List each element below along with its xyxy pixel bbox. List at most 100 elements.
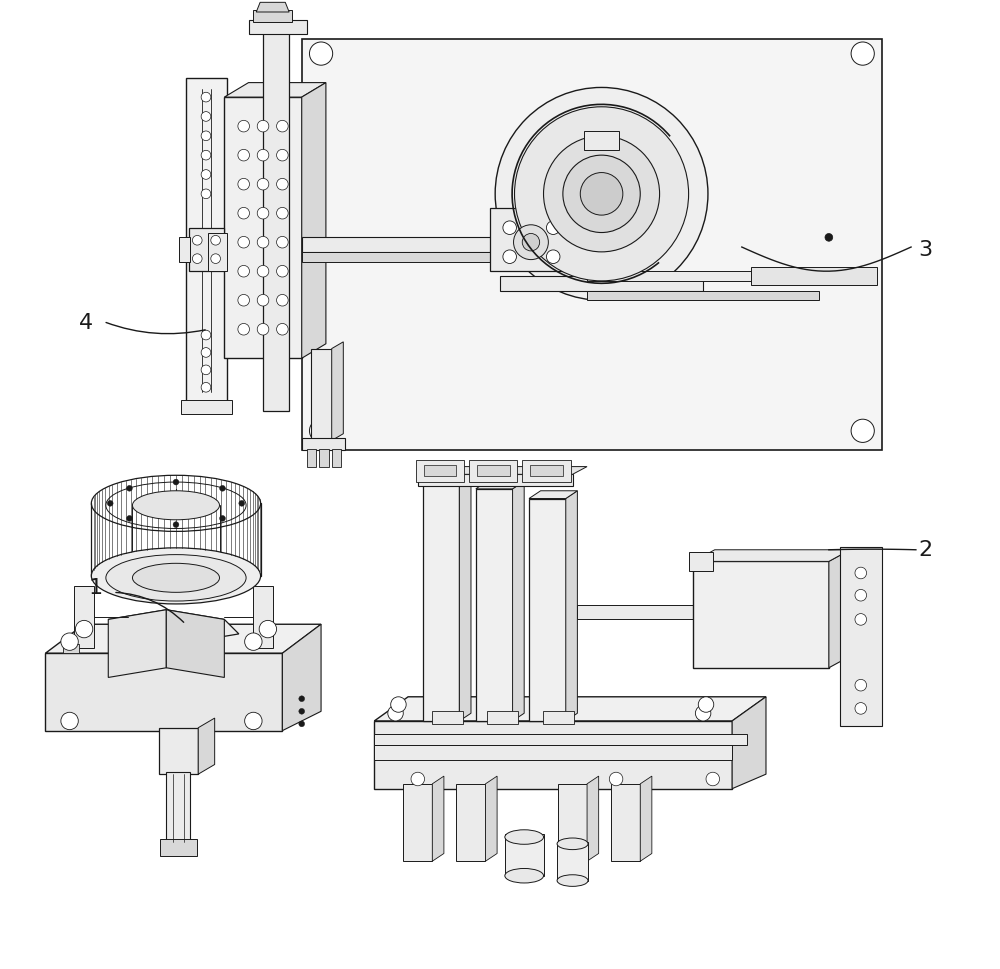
Circle shape — [107, 501, 113, 507]
Polygon shape — [332, 450, 341, 467]
Polygon shape — [374, 734, 747, 745]
Circle shape — [546, 222, 560, 235]
Circle shape — [257, 237, 269, 249]
Circle shape — [257, 150, 269, 162]
Polygon shape — [423, 480, 459, 721]
Polygon shape — [530, 465, 563, 477]
Circle shape — [855, 568, 867, 579]
Circle shape — [299, 696, 305, 702]
Circle shape — [563, 156, 640, 234]
Circle shape — [309, 43, 333, 66]
Polygon shape — [45, 653, 282, 731]
Circle shape — [855, 679, 867, 691]
Polygon shape — [587, 292, 819, 301]
Ellipse shape — [557, 875, 588, 887]
Polygon shape — [611, 784, 640, 861]
Polygon shape — [485, 776, 497, 861]
Circle shape — [192, 236, 202, 246]
Polygon shape — [513, 482, 524, 721]
Ellipse shape — [505, 829, 544, 844]
Circle shape — [211, 255, 220, 265]
Circle shape — [299, 708, 305, 714]
Polygon shape — [63, 644, 79, 653]
Polygon shape — [263, 25, 289, 412]
Circle shape — [245, 712, 262, 730]
Circle shape — [173, 522, 179, 528]
Polygon shape — [543, 711, 574, 724]
Polygon shape — [224, 98, 302, 359]
Polygon shape — [529, 499, 566, 721]
Circle shape — [238, 266, 249, 278]
Ellipse shape — [106, 555, 246, 602]
Circle shape — [609, 772, 623, 786]
Polygon shape — [160, 839, 197, 857]
Polygon shape — [584, 132, 619, 151]
Polygon shape — [253, 586, 273, 649]
Polygon shape — [477, 465, 510, 477]
Circle shape — [503, 251, 516, 265]
Polygon shape — [249, 20, 307, 35]
Polygon shape — [319, 450, 329, 467]
Circle shape — [257, 208, 269, 220]
Circle shape — [257, 121, 269, 133]
Circle shape — [851, 43, 874, 66]
Polygon shape — [500, 277, 703, 292]
Circle shape — [75, 621, 93, 639]
Polygon shape — [693, 598, 708, 620]
Polygon shape — [587, 776, 599, 861]
Polygon shape — [166, 772, 190, 842]
Polygon shape — [311, 349, 332, 441]
Polygon shape — [487, 711, 518, 724]
Circle shape — [391, 697, 406, 712]
Circle shape — [698, 697, 714, 712]
Circle shape — [277, 179, 288, 191]
Circle shape — [127, 485, 132, 491]
Text: 1: 1 — [89, 578, 103, 598]
Circle shape — [257, 179, 269, 191]
Circle shape — [388, 705, 403, 721]
Polygon shape — [256, 3, 289, 13]
Polygon shape — [302, 253, 500, 263]
Circle shape — [503, 222, 516, 235]
Polygon shape — [459, 472, 471, 721]
Polygon shape — [307, 450, 316, 467]
Circle shape — [61, 712, 78, 730]
Polygon shape — [159, 728, 198, 774]
Polygon shape — [423, 472, 471, 480]
Polygon shape — [166, 610, 224, 677]
Circle shape — [277, 121, 288, 133]
Polygon shape — [566, 491, 577, 721]
Ellipse shape — [91, 548, 261, 605]
Circle shape — [299, 721, 305, 727]
Circle shape — [259, 621, 277, 639]
Polygon shape — [587, 272, 819, 282]
Circle shape — [515, 108, 689, 282]
Polygon shape — [302, 40, 882, 451]
Polygon shape — [840, 547, 882, 726]
Circle shape — [201, 348, 211, 358]
Text: 4: 4 — [79, 312, 93, 332]
Circle shape — [201, 151, 211, 161]
Circle shape — [257, 296, 269, 307]
Circle shape — [220, 516, 225, 521]
Circle shape — [855, 590, 867, 602]
Circle shape — [706, 772, 720, 786]
Circle shape — [257, 266, 269, 278]
Circle shape — [201, 112, 211, 122]
Circle shape — [201, 330, 211, 340]
Polygon shape — [640, 776, 652, 861]
Ellipse shape — [557, 838, 588, 850]
Circle shape — [522, 234, 540, 252]
Circle shape — [546, 251, 560, 265]
Circle shape — [201, 383, 211, 392]
Polygon shape — [418, 475, 573, 486]
Circle shape — [514, 226, 548, 261]
Circle shape — [201, 190, 211, 200]
Polygon shape — [558, 784, 587, 861]
Polygon shape — [108, 610, 239, 644]
Polygon shape — [476, 482, 524, 489]
Polygon shape — [829, 550, 850, 668]
Polygon shape — [374, 697, 766, 721]
Polygon shape — [522, 460, 571, 483]
Polygon shape — [693, 562, 829, 668]
